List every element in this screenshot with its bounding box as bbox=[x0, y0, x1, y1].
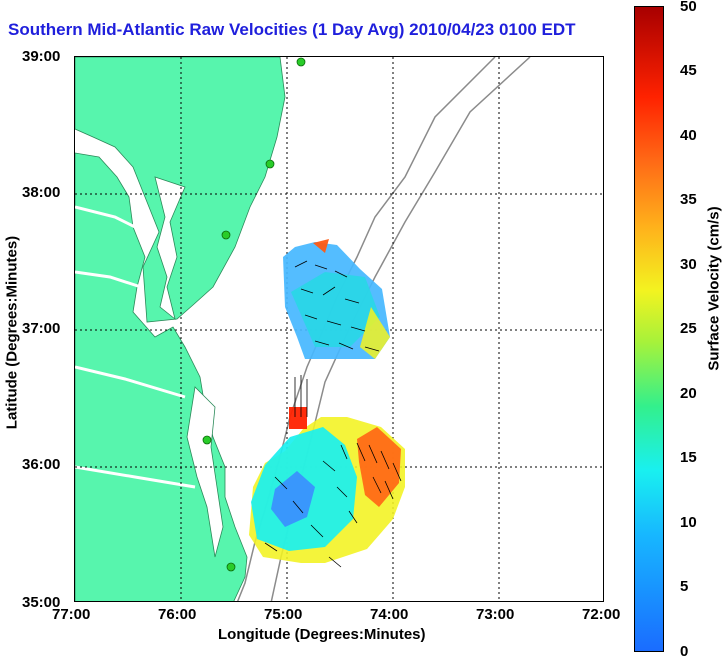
velocity-field-north bbox=[283, 239, 390, 359]
y-tick-35: 35:00 bbox=[22, 594, 61, 611]
colorbar-tick-40: 40 bbox=[680, 127, 697, 144]
x-tick-72: 72:00 bbox=[582, 606, 621, 623]
map-plot-area bbox=[74, 56, 604, 602]
x-tick-73: 73:00 bbox=[476, 606, 515, 623]
y-tick-38: 38:00 bbox=[22, 184, 61, 201]
river-2 bbox=[75, 270, 142, 289]
colorbar-label: Surface Velocity (cm/s) bbox=[705, 206, 723, 371]
x-tick-76: 76:00 bbox=[158, 606, 197, 623]
colorbar-tick-10: 10 bbox=[680, 514, 697, 531]
bay-water bbox=[154, 176, 186, 321]
map-title: Southern Mid-Atlantic Raw Velocities (1 … bbox=[8, 20, 576, 39]
colorbar-tick-20: 20 bbox=[680, 385, 697, 402]
x-tick-77: 77:00 bbox=[52, 606, 91, 623]
y-tick-39: 39:00 bbox=[22, 48, 61, 65]
y-tick-36: 36:00 bbox=[22, 456, 61, 473]
y-axis-label: Latitude (Degrees:Minutes) bbox=[3, 235, 21, 430]
river-4 bbox=[75, 465, 196, 489]
colorbar-tick-50: 50 bbox=[680, 0, 697, 15]
colorbar-tick-5: 5 bbox=[680, 578, 689, 595]
colorbar-tick-25: 25 bbox=[680, 320, 697, 337]
colorbar-tick-30: 30 bbox=[680, 256, 697, 273]
river-3 bbox=[75, 365, 186, 399]
colorbar-tick-15: 15 bbox=[680, 449, 697, 466]
sound-water bbox=[186, 386, 224, 558]
x-axis-label: Longitude (Degrees:Minutes) bbox=[218, 626, 426, 643]
colorbar bbox=[634, 6, 664, 652]
colorbar-tick-0: 0 bbox=[680, 643, 689, 660]
colorbar-tick-45: 45 bbox=[680, 62, 697, 79]
radar-stations bbox=[202, 57, 306, 572]
map-svg bbox=[75, 57, 603, 601]
velocity-field-south bbox=[249, 375, 405, 568]
y-tick-37: 37:00 bbox=[22, 320, 61, 337]
river-1 bbox=[75, 205, 146, 234]
colorbar-tick-35: 35 bbox=[680, 191, 697, 208]
x-tick-74: 74:00 bbox=[370, 606, 409, 623]
x-tick-75: 75:00 bbox=[264, 606, 303, 623]
